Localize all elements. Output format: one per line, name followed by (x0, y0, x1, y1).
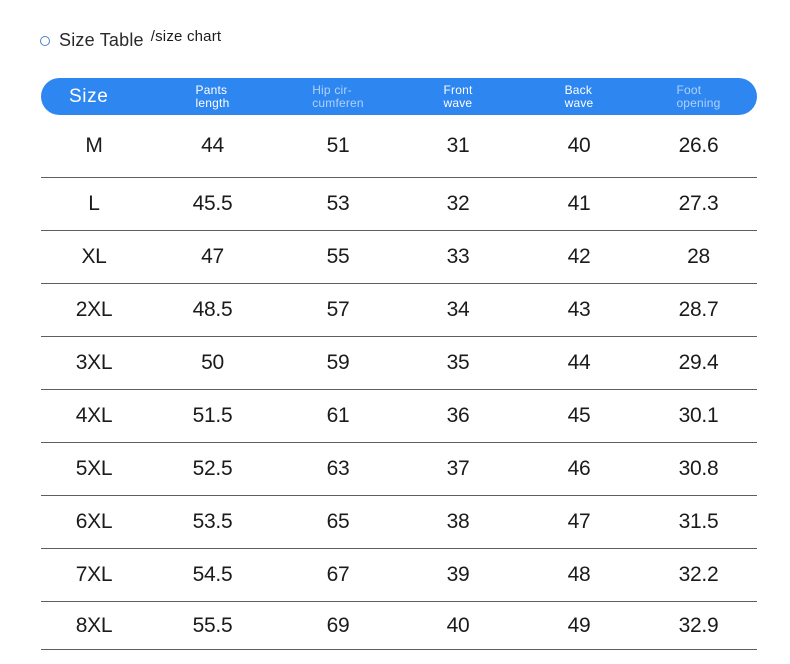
size-cell: 3XL (75, 351, 113, 374)
size-cell: M (85, 134, 103, 157)
size-cell: 8XL (75, 613, 113, 637)
value-cell: 26.6 (678, 134, 719, 157)
value-cell: 39 (446, 563, 470, 586)
size-table: Size Pants length Hip cir- cumferen Front w… (41, 78, 757, 650)
value-cell: 32.9 (678, 613, 719, 637)
column-header-label: Size (69, 86, 109, 107)
value-cell: 34 (446, 298, 470, 321)
value-cell: 54.5 (192, 563, 233, 586)
size-cell: L (88, 192, 100, 215)
value-cell: 44 (567, 351, 591, 374)
value-cell: 55 (326, 245, 350, 268)
size-table-body: M 44 51 31 40 26.6 L 45.5 53 32 41 27.3 XL 47 55 33 42 28… (41, 115, 757, 650)
value-cell: 28 (687, 245, 710, 268)
column-header-label: Foot opening (676, 82, 721, 110)
value-cell: 31.5 (678, 510, 719, 533)
value-cell: 51.5 (192, 404, 233, 427)
value-cell: 59 (326, 351, 350, 374)
size-cell: XL (81, 245, 107, 268)
value-cell: 50 (201, 351, 224, 374)
circle-bullet-icon (40, 35, 50, 46)
size-cell: 5XL (75, 457, 113, 480)
value-cell: 61 (326, 404, 350, 427)
page-title: Size Table (59, 30, 144, 50)
value-cell: 27.3 (678, 192, 719, 215)
value-cell: 67 (326, 563, 350, 586)
column-header-hip-circumference: Hip cir- cumferen (278, 82, 398, 110)
value-cell: 30.1 (678, 404, 719, 427)
value-cell: 47 (567, 510, 591, 533)
column-header-front-wave: Front wave (398, 82, 518, 110)
table-row-2xl: 2XL 48.5 57 34 43 28.7 (41, 284, 757, 337)
value-cell: 41 (567, 192, 591, 215)
value-cell: 33 (446, 245, 470, 268)
value-cell: 49 (567, 613, 591, 637)
value-cell: 53 (326, 192, 350, 215)
column-header-label: Hip cir- cumferen (312, 82, 364, 110)
value-cell: 29.4 (678, 351, 719, 374)
value-cell: 55.5 (192, 613, 233, 637)
column-header-foot-opening: Foot opening (640, 82, 757, 110)
table-row-8xl: 8XL 55.5 69 40 49 32.9 (41, 602, 757, 650)
value-cell: 32.2 (678, 563, 719, 586)
size-cell: 4XL (75, 404, 113, 427)
column-header-pants-length: Pants length (147, 82, 278, 110)
table-row-5xl: 5XL 52.5 63 37 46 30.8 (41, 443, 757, 496)
value-cell: 46 (567, 457, 591, 480)
value-cell: 57 (326, 298, 350, 321)
page-subtitle: /size chart (150, 28, 222, 45)
table-row-4xl: 4XL 51.5 61 36 45 30.1 (41, 390, 757, 443)
value-cell: 48.5 (192, 298, 233, 321)
value-cell: 38 (446, 510, 470, 533)
size-cell: 7XL (75, 563, 113, 586)
value-cell: 40 (446, 613, 470, 637)
value-cell: 53.5 (192, 510, 233, 533)
value-cell: 28.7 (678, 298, 719, 321)
value-cell: 36 (446, 404, 470, 427)
column-header-size: Size (41, 87, 147, 106)
value-cell: 31 (446, 134, 470, 157)
value-cell: 42 (567, 245, 591, 268)
table-row-l: L 45.5 53 32 41 27.3 (41, 178, 757, 231)
value-cell: 45 (567, 404, 591, 427)
value-cell: 65 (326, 510, 350, 533)
value-cell: 37 (446, 457, 470, 480)
value-cell: 32 (446, 192, 470, 215)
value-cell: 30.8 (678, 457, 719, 480)
value-cell: 40 (567, 134, 591, 157)
value-cell: 35 (446, 351, 470, 374)
size-cell: 6XL (75, 510, 113, 533)
column-header-back-wave: Back wave (518, 82, 640, 110)
table-row-6xl: 6XL 53.5 65 38 47 31.5 (41, 496, 757, 549)
table-row-3xl: 3XL 50 59 35 44 29.4 (41, 337, 757, 390)
value-cell: 63 (326, 457, 350, 480)
value-cell: 45.5 (192, 192, 233, 215)
table-row-m: M 44 51 31 40 26.6 (41, 115, 757, 178)
value-cell: 48 (567, 563, 591, 586)
value-cell: 51 (326, 134, 350, 157)
table-row-xl: XL 47 55 33 42 28 (41, 231, 757, 284)
size-table-header: Size Pants length Hip cir- cumferen Front w… (41, 78, 757, 115)
value-cell: 44 (201, 134, 224, 157)
value-cell: 52.5 (192, 457, 233, 480)
value-cell: 69 (326, 613, 350, 637)
value-cell: 43 (567, 298, 591, 321)
table-row-7xl: 7XL 54.5 67 39 48 32.2 (41, 549, 757, 602)
size-cell: 2XL (75, 298, 113, 321)
section-title: Size Table /size chart (40, 28, 222, 51)
value-cell: 47 (201, 245, 224, 268)
column-header-label: Pants length (195, 82, 230, 110)
column-header-label: Back wave (564, 82, 594, 110)
column-header-label: Front wave (443, 82, 473, 110)
